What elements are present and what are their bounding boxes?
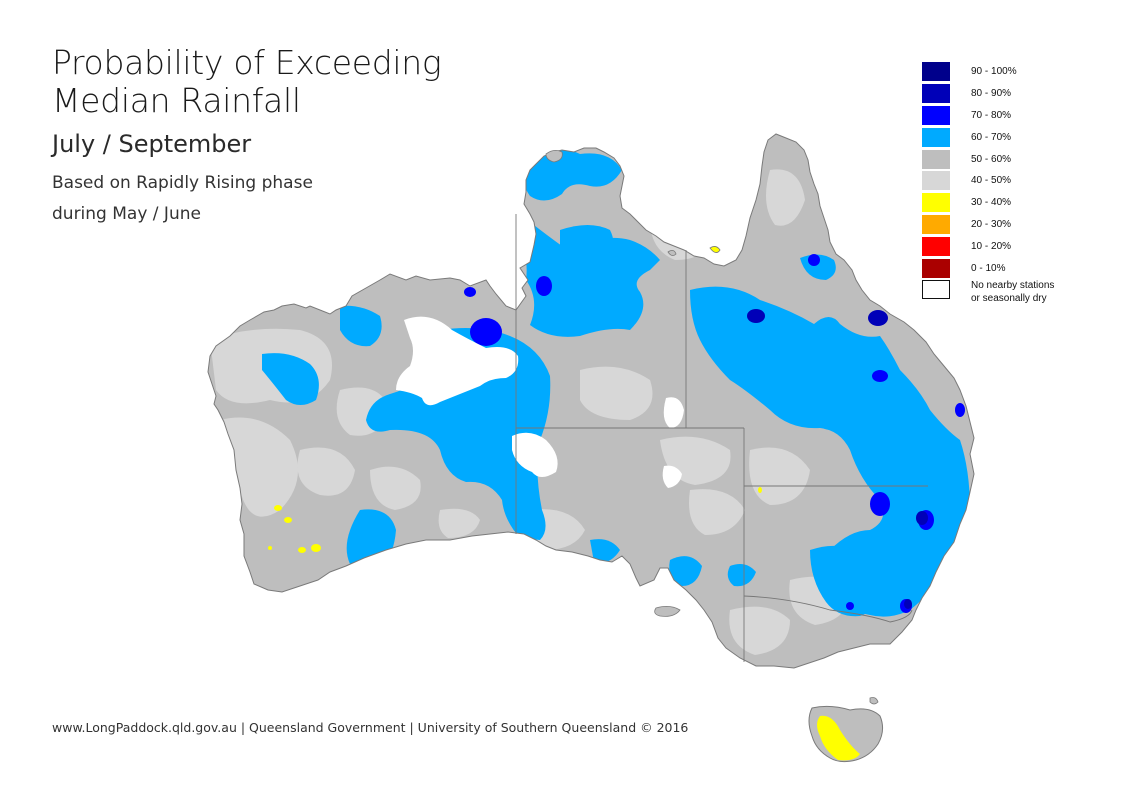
- legend-swatch: [922, 84, 950, 104]
- basis-line-2: during May / June: [52, 204, 201, 224]
- tasmania: [808, 697, 884, 763]
- legend-swatch: [922, 171, 950, 191]
- legend-row-20-30: 20 - 30%: [922, 214, 1112, 236]
- legend-row-40-50: 40 - 50%: [922, 170, 1112, 192]
- period-subtitle: July / September: [52, 130, 252, 158]
- mornington-island: [709, 246, 721, 253]
- legend-row-10-20: 10 - 20%: [922, 235, 1112, 257]
- no-data-line-2: or seasonally dry: [971, 292, 1047, 304]
- legend-row-50-60: 50 - 60%: [922, 148, 1112, 170]
- legend-row-0-10: 0 - 10%: [922, 257, 1112, 279]
- legend-label: 0 - 10%: [971, 262, 1006, 274]
- map-title-line-1: Probability of Exceeding: [52, 43, 442, 82]
- legend-swatch: [922, 62, 950, 82]
- state-borders: [515, 214, 928, 662]
- legend-row-80-90: 80 - 90%: [922, 83, 1112, 105]
- legend-swatch: [922, 236, 950, 256]
- australia-map: [190, 110, 990, 770]
- melville-island: [545, 150, 563, 163]
- legend-swatch: [922, 149, 950, 169]
- legend-label: 10 - 20%: [971, 240, 1012, 252]
- legend-row-no-data: No nearby stations or seasonally dry: [922, 279, 1112, 310]
- legend-swatch: [922, 127, 950, 147]
- legend-row-30-40: 30 - 40%: [922, 192, 1112, 214]
- legend-label-no-data: No nearby stations or seasonally dry: [971, 279, 1054, 305]
- legend-label: 60 - 70%: [971, 131, 1012, 143]
- legend-swatch: [922, 214, 950, 234]
- legend-label: 70 - 80%: [971, 109, 1012, 121]
- legend-label: 30 - 40%: [971, 197, 1012, 209]
- legend-swatch-no-data: [922, 279, 950, 299]
- legend-label: 90 - 100%: [971, 66, 1017, 78]
- legend-label: 80 - 90%: [971, 88, 1012, 100]
- legend-label: 40 - 50%: [971, 175, 1012, 187]
- legend-row-90-100: 90 - 100%: [922, 61, 1112, 83]
- no-data-line-1: No nearby stations: [971, 279, 1055, 291]
- blue-spots: [464, 254, 965, 613]
- footer-credits: www.LongPaddock.qld.gov.au | Queensland …: [52, 720, 689, 735]
- legend: 90 - 100% 80 - 90% 70 - 80% 60 - 70% 50 …: [922, 61, 1112, 310]
- groote-island: [667, 250, 677, 256]
- basis-line-1: Based on Rapidly Rising phase: [52, 173, 313, 193]
- dark-blue-spots: [747, 309, 928, 609]
- map-title-line-2: Median Rainfall: [52, 81, 301, 120]
- title-block: Probability of Exceeding Median Rainfall…: [52, 43, 442, 230]
- yellow-spots: [268, 487, 762, 553]
- legend-swatch: [922, 258, 950, 278]
- legend-row-60-70: 60 - 70%: [922, 126, 1112, 148]
- legend-swatch: [922, 105, 950, 125]
- light-blue-regions: [262, 145, 970, 617]
- australia-map-icon: [207, 133, 975, 763]
- legend-swatch: [922, 193, 950, 213]
- no-data-areas: [396, 316, 684, 488]
- basis-note: Based on Rapidly Rising phase during May…: [52, 168, 441, 230]
- legend-label: 50 - 60%: [971, 153, 1012, 165]
- legend-row-70-80: 70 - 80%: [922, 105, 1112, 127]
- kangaroo-island: [654, 606, 681, 617]
- legend-label: 20 - 30%: [971, 218, 1012, 230]
